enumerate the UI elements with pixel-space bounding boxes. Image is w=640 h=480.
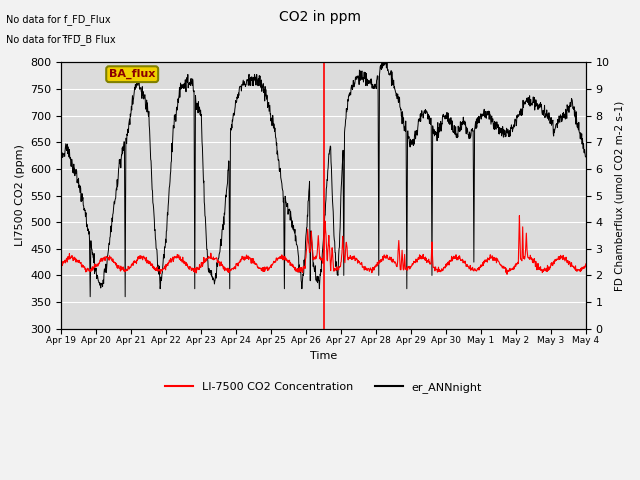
Text: No data for f_FD_Flux: No data for f_FD_Flux <box>6 14 111 25</box>
Legend: LI-7500 CO2 Concentration, er_ANNnight: LI-7500 CO2 Concentration, er_ANNnight <box>161 378 486 397</box>
Text: CO2 in ppm: CO2 in ppm <box>279 10 361 24</box>
Y-axis label: LI7500 CO2 (ppm): LI7500 CO2 (ppm) <box>15 144 25 246</box>
Text: No data for f̅FD̅_B Flux: No data for f̅FD̅_B Flux <box>6 34 116 45</box>
Y-axis label: FD Chamberflux (umol CO2 m-2 s-1): FD Chamberflux (umol CO2 m-2 s-1) <box>615 100 625 291</box>
X-axis label: Time: Time <box>310 351 337 361</box>
Text: BA_flux: BA_flux <box>109 69 156 79</box>
